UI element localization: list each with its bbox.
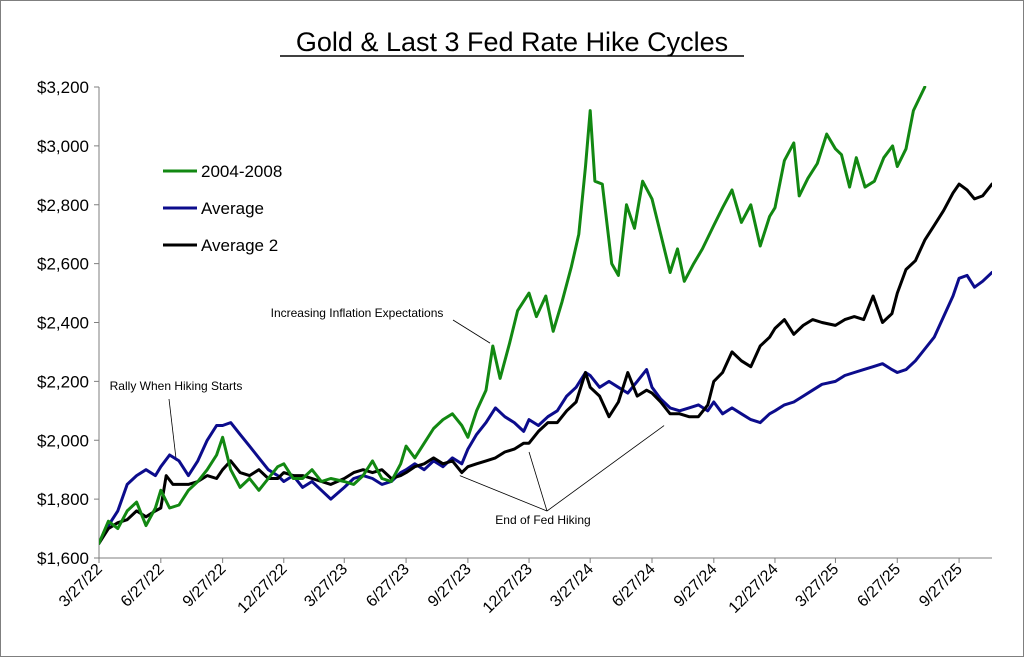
legend-label: 2004-2008 bbox=[201, 162, 282, 181]
y-tick-label: $1,800 bbox=[37, 490, 89, 509]
series-line-average-2 bbox=[99, 182, 992, 545]
x-tick-label: 6/27/25 bbox=[854, 561, 904, 611]
y-tick-label: $2,800 bbox=[37, 196, 89, 215]
x-tick-label: 6/27/23 bbox=[363, 561, 413, 611]
x-tick-label: 12/27/23 bbox=[480, 561, 536, 617]
x-tick-label: 3/27/25 bbox=[792, 561, 842, 611]
y-tick-label: $2,200 bbox=[37, 372, 89, 391]
series-line-average bbox=[99, 271, 992, 545]
series-layer bbox=[99, 86, 992, 545]
x-tick-label: 12/27/22 bbox=[235, 561, 291, 617]
annotation-pointer bbox=[528, 451, 548, 512]
x-tick-label: 9/27/23 bbox=[425, 561, 475, 611]
x-tick-label: 6/27/22 bbox=[118, 561, 168, 611]
axes: $1,600 $1,800 $2,000 $2,200 $2,400 $2,600 $2,8… bbox=[37, 78, 992, 617]
legend: 2004-2008 Average Average 2 bbox=[163, 162, 282, 255]
y-tick-label: $3,200 bbox=[37, 78, 89, 97]
x-tick-label: 3/27/24 bbox=[547, 561, 597, 611]
y-tick-label: $2,600 bbox=[37, 255, 89, 274]
y-tick-label: $3,000 bbox=[37, 137, 89, 156]
x-tick-label: 3/27/22 bbox=[56, 561, 106, 611]
chart-title: Gold & Last 3 Fed Rate Hike Cycles bbox=[296, 27, 728, 57]
y-tick-label: $2,000 bbox=[37, 431, 89, 450]
x-tick-label: 9/27/25 bbox=[916, 561, 966, 611]
y-tick-label: $2,400 bbox=[37, 314, 89, 333]
annotation-pointer bbox=[452, 319, 491, 344]
annotation-pointer bbox=[168, 398, 177, 461]
y-tick-label: $1,600 bbox=[37, 549, 89, 568]
x-tick-label: 9/27/24 bbox=[671, 561, 721, 611]
annotation-label: End of Fed Hiking bbox=[495, 513, 590, 527]
legend-label: Average bbox=[201, 199, 264, 218]
x-tick-label: 12/27/24 bbox=[726, 561, 782, 617]
annotation-label: Increasing Inflation Expectations bbox=[271, 306, 444, 320]
legend-label: Average 2 bbox=[201, 236, 278, 255]
x-tick-label: 6/27/24 bbox=[609, 561, 659, 611]
annotation-label: Rally When Hiking Starts bbox=[110, 379, 243, 393]
series-line-2004-2008 bbox=[99, 86, 927, 545]
x-tick-label: 9/27/22 bbox=[180, 561, 230, 611]
annotation-pointer bbox=[546, 425, 665, 512]
x-tick-label: 3/27/23 bbox=[301, 561, 351, 611]
annotations: Increasing Inflation Expectations Rally W… bbox=[110, 306, 665, 527]
annotation-pointer bbox=[459, 475, 548, 512]
